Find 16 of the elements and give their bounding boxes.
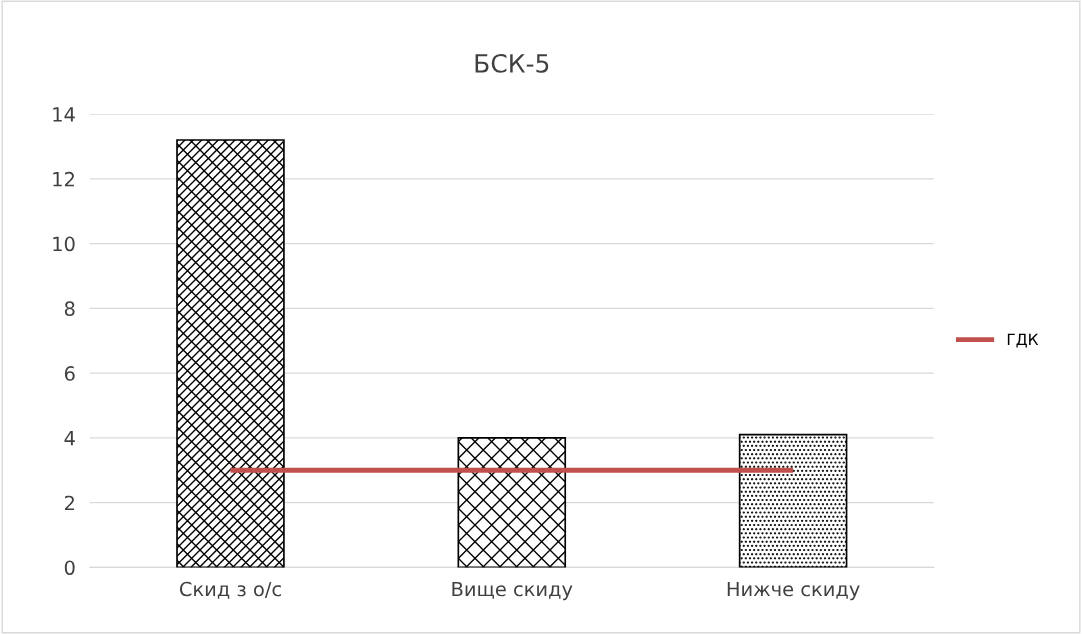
- y-tick-label: 0: [64, 560, 75, 576]
- bar: [738, 433, 848, 568]
- chart-title: БСК-5: [475, 53, 549, 73]
- y-tick-label: 2: [64, 495, 74, 511]
- x-tick-label: Нижче скиду: [727, 581, 860, 601]
- bar: [176, 139, 285, 568]
- x-tick-label: Вище скиду: [452, 581, 573, 601]
- y-tick-label: 14: [53, 107, 75, 122]
- legend-label: ГДК: [1007, 333, 1039, 348]
- bar: [457, 437, 567, 568]
- y-tick-label: 10: [53, 236, 75, 252]
- y-tick-label: 8: [64, 301, 75, 317]
- y-tick-label: 12: [53, 171, 74, 187]
- y-tick-label: 6: [64, 366, 75, 381]
- y-tick-label: 4: [64, 431, 75, 446]
- x-tick-label: Скид з о/с: [179, 581, 281, 599]
